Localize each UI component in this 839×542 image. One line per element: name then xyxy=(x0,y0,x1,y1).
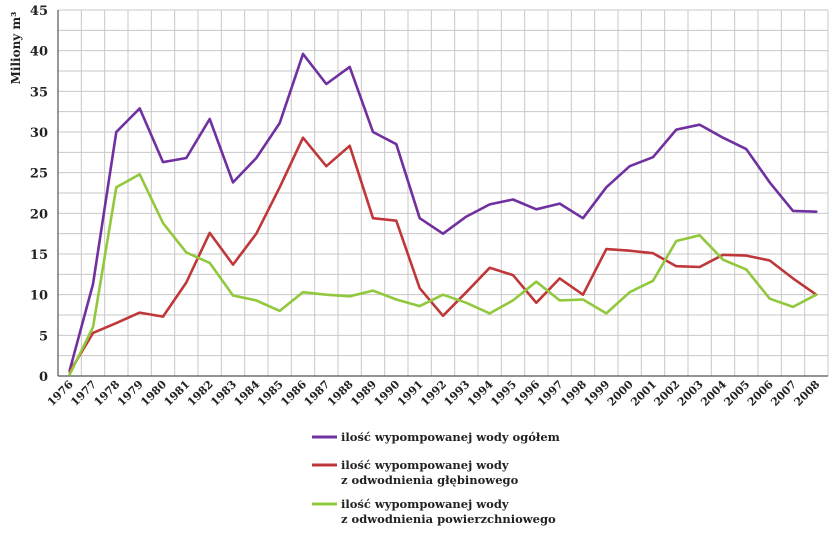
y-tick-label: 45 xyxy=(30,4,48,19)
x-tick-label: 2002 xyxy=(652,378,683,409)
x-tick-label: 1986 xyxy=(278,378,309,409)
legend-label-3: ilość wypompowanej wody xyxy=(341,497,509,511)
series-line-3 xyxy=(68,173,818,376)
x-tick-label: 1999 xyxy=(582,378,613,409)
x-tick-label: 1989 xyxy=(348,378,379,409)
legend-label-2: z odwodnienia głębinowego xyxy=(341,473,519,487)
x-tick-label: 1995 xyxy=(488,378,519,409)
x-tick-label: 1996 xyxy=(512,378,543,409)
series-line-2 xyxy=(68,136,818,374)
y-tick-label: 5 xyxy=(39,329,48,344)
x-tick-label: 2005 xyxy=(722,378,753,409)
series-lines xyxy=(68,52,818,376)
x-tick-label: 1998 xyxy=(558,378,589,409)
grid xyxy=(57,9,829,377)
series-line-1 xyxy=(68,52,818,372)
legend-label-3: z odwodnienia powierzchniowego xyxy=(341,512,556,526)
axes xyxy=(57,10,828,377)
y-tick-labels: 0 5 10 15 20 25 30 35 40 45 xyxy=(30,4,48,385)
x-tick-label: 1991 xyxy=(395,378,426,409)
legend: ilość wypompowanej wody ogółem ilość wypo… xyxy=(312,430,560,526)
x-tick-label: 1983 xyxy=(208,378,239,409)
y-tick-label: 25 xyxy=(30,167,48,182)
x-tick-label: 1982 xyxy=(185,378,216,409)
x-tick-label: 2000 xyxy=(605,378,636,409)
x-tick-label: 1980 xyxy=(138,378,169,409)
x-tick-label: 2003 xyxy=(675,378,706,409)
y-tick-label: 40 xyxy=(30,45,48,60)
x-tick-label: 2004 xyxy=(698,378,729,409)
x-tick-label: 1977 xyxy=(68,378,99,409)
x-tick-label: 1976 xyxy=(45,378,76,409)
legend-label-1: ilość wypompowanej wody ogółem xyxy=(341,430,560,444)
y-tick-label: 30 xyxy=(30,126,48,141)
x-tick-label: 2007 xyxy=(768,378,799,409)
x-tick-label: 1985 xyxy=(255,378,286,409)
x-tick-label: 1979 xyxy=(115,378,146,409)
x-tick-label: 1981 xyxy=(162,378,193,409)
x-tick-label: 1987 xyxy=(302,378,333,409)
x-tick-labels: 1976197719781979198019811982198319841985… xyxy=(45,378,823,409)
x-tick-label: 2008 xyxy=(792,378,823,409)
x-tick-label: 1993 xyxy=(442,378,473,409)
x-tick-label: 1990 xyxy=(372,378,403,409)
x-tick-label: 1997 xyxy=(535,378,566,409)
y-tick-label: 15 xyxy=(30,248,48,263)
x-tick-label: 1988 xyxy=(325,378,356,409)
y-axis-label: Miliony m³ xyxy=(9,12,23,85)
y-tick-label: 20 xyxy=(30,207,48,222)
y-tick-label: 10 xyxy=(30,289,48,304)
x-tick-label: 1992 xyxy=(418,378,449,409)
y-tick-label: 0 xyxy=(39,370,48,385)
x-tick-label: 1984 xyxy=(232,378,263,409)
x-tick-label: 2006 xyxy=(745,378,776,409)
x-tick-label: 1994 xyxy=(465,378,496,409)
y-tick-label: 35 xyxy=(30,85,48,100)
x-tick-label: 2001 xyxy=(628,378,659,409)
legend-label-2: ilość wypompowanej wody xyxy=(341,458,509,472)
x-tick-label: 1978 xyxy=(92,378,123,409)
